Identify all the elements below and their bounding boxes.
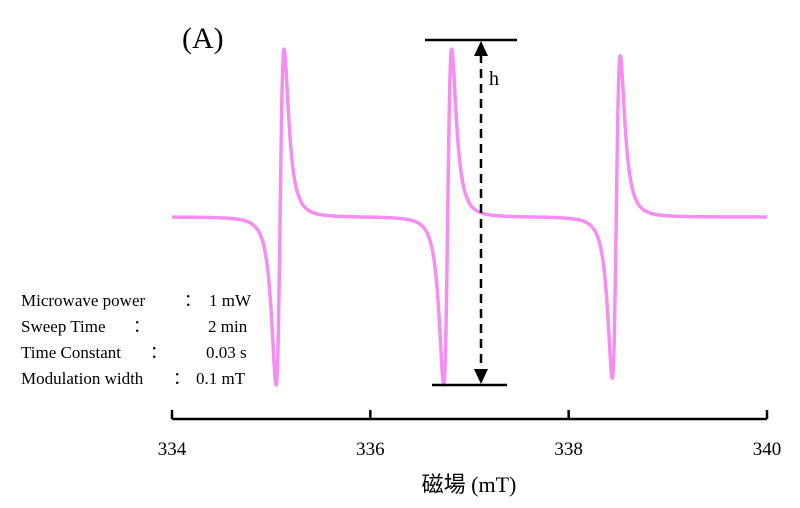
peak-height-annotation: h — [425, 38, 517, 387]
param-time-constant-name: Time Constant — [21, 343, 121, 362]
spectrum-trace-layer — [170, 47, 769, 387]
x-tick-label-340: 340 — [753, 439, 782, 460]
x-tick-label-334: 334 — [158, 439, 187, 460]
param-sweep-time-name: Sweep Time — [21, 317, 106, 336]
h-arrow-head-up — [474, 41, 488, 56]
esr-trace — [170, 47, 769, 387]
x-tick-label-336: 336 — [356, 439, 385, 460]
param-modulation-width-name: Modulation width — [21, 369, 144, 388]
measurement-parameters: Microwave power ： 1 mW Sweep Time ： 2 mi… — [21, 291, 252, 388]
h-label: h — [489, 68, 499, 90]
param-sweep-time-value: 2 min — [208, 317, 248, 336]
param-microwave-power-value: 1 mW — [209, 291, 252, 310]
param-microwave-power-sep: ： — [184, 291, 201, 310]
param-time-constant-sep: ： — [150, 343, 167, 362]
x-tick-label-338: 338 — [554, 439, 583, 460]
param-modulation-width-value: 0.1 mT — [196, 369, 246, 388]
h-arrow-head-down — [474, 369, 488, 384]
param-modulation-width-sep: ： — [173, 369, 190, 388]
panel-label: (A) — [182, 22, 224, 55]
x-axis-title: 磁場 (mT) — [422, 472, 517, 497]
x-axis: 334 336 338 340 — [158, 410, 782, 460]
param-sweep-time-sep: ： — [133, 317, 150, 336]
param-microwave-power-name: Microwave power — [21, 291, 145, 310]
param-time-constant-value: 0.03 s — [206, 343, 247, 362]
